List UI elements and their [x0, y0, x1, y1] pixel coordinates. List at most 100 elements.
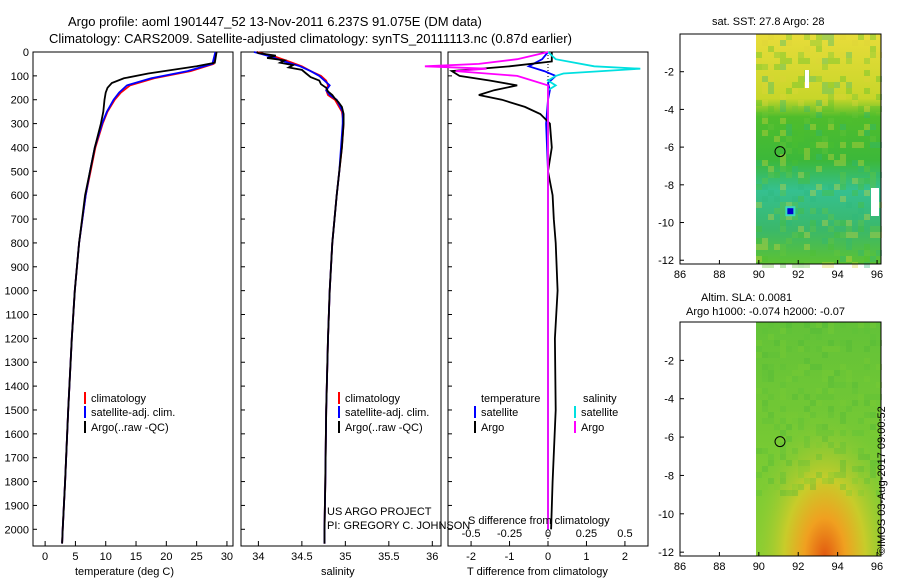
texture-cell [798, 424, 804, 430]
s-tick-label: -0.5 [462, 528, 481, 540]
texture-cell [774, 64, 780, 70]
texture-cell [822, 262, 828, 268]
series-line-climatology [61, 51, 217, 544]
texture-cell [822, 322, 828, 328]
series-line-salinity-argo [424, 51, 549, 530]
texture-cell [822, 34, 828, 40]
texture-cell [864, 400, 870, 406]
texture-cell [774, 460, 780, 466]
texture-cell [762, 352, 768, 358]
texture-cell [804, 346, 810, 352]
texture-cell [804, 394, 810, 400]
texture-cell [864, 412, 870, 418]
y-tick-label: 1000 [5, 286, 29, 298]
texture-cell [780, 118, 786, 124]
texture-cell [762, 178, 768, 184]
texture-cell [846, 220, 852, 226]
texture-cell [810, 112, 816, 118]
lon-tick-label: 86 [674, 269, 686, 281]
texture-cell [780, 472, 786, 478]
texture-cell [876, 142, 882, 148]
lat-tick-label: -4 [664, 104, 674, 116]
texture-cell [840, 424, 846, 430]
texture-cell [852, 94, 858, 100]
texture-cell [828, 412, 834, 418]
texture-cell [786, 460, 792, 466]
texture-cell [864, 190, 870, 196]
texture-cell [816, 394, 822, 400]
texture-cell [780, 154, 786, 160]
texture-cell [804, 148, 810, 154]
texture-cell [864, 76, 870, 82]
texture-cell [846, 82, 852, 88]
texture-cell [870, 460, 876, 466]
texture-cell [798, 418, 804, 424]
texture-cell [816, 220, 822, 226]
texture-cell [780, 418, 786, 424]
lon-tick-label: 92 [792, 269, 804, 281]
sla-longitude-ticks: 86 88 90 92 94 96 [674, 552, 883, 573]
texture-cell [870, 106, 876, 112]
texture-cell [858, 178, 864, 184]
legend-s-satellite-label: satellite [581, 407, 618, 419]
texture-cell [828, 88, 834, 94]
sst-latitude-ticks: -2 -4 -6 -8 -10 -12 [658, 67, 684, 267]
texture-cell [858, 184, 864, 190]
x-tick-label: 15 [130, 551, 142, 563]
texture-cell [786, 220, 792, 226]
lon-tick-label: 86 [674, 561, 686, 573]
texture-cell [864, 112, 870, 118]
texture-cell [828, 322, 834, 328]
texture-cell [762, 370, 768, 376]
x-tick-label: 2 [622, 551, 628, 563]
texture-cell [798, 226, 804, 232]
texture-cell [762, 130, 768, 136]
texture-cell [876, 250, 882, 256]
texture-cell [834, 94, 840, 100]
sst-map-panel: sat. SST: 27.8 Argo: 28 86 88 90 92 94 96 -2-… [658, 16, 883, 281]
texture-cell [822, 346, 828, 352]
texture-cell [780, 454, 786, 460]
texture-cell [816, 100, 822, 106]
texture-cell [804, 106, 810, 112]
texture-cell [798, 232, 804, 238]
texture-cell [762, 472, 768, 478]
texture-cell [762, 160, 768, 166]
texture-cell [846, 118, 852, 124]
texture-cell [804, 190, 810, 196]
salinity-axes-frame [240, 51, 442, 547]
t-difference-x-ticks: -2 -1 0 1 2 [448, 51, 628, 563]
credits-line2: PI: GREGORY C. JOHNSON [327, 520, 470, 532]
texture-cell [792, 214, 798, 220]
texture-cell [804, 244, 810, 250]
texture-cell [858, 454, 864, 460]
difference-series [424, 51, 641, 530]
y-tick-label: 1900 [5, 500, 29, 512]
texture-cell [840, 430, 846, 436]
texture-cell [756, 346, 762, 352]
texture-cell [840, 232, 846, 238]
texture-cell [876, 490, 882, 496]
texture-cell [876, 52, 882, 58]
texture-cell [840, 460, 846, 466]
texture-cell [858, 394, 864, 400]
lat-tick-label: -2 [664, 355, 674, 367]
texture-cell [822, 352, 828, 358]
texture-cell [792, 232, 798, 238]
texture-cell [810, 130, 816, 136]
texture-cell [768, 322, 774, 328]
texture-cell [858, 34, 864, 40]
texture-cell [810, 76, 816, 82]
texture-cell [816, 106, 822, 112]
texture-cell [816, 424, 822, 430]
texture-cell [840, 160, 846, 166]
texture-cell [870, 256, 876, 262]
series-line-climatology [256, 51, 345, 544]
texture-cell [780, 94, 786, 100]
texture-cell [816, 364, 822, 370]
temperature-panel: 0 5 10 15 20 25 30 0 100 200 300 400 500 600 700 800 90… [5, 47, 234, 578]
texture-cell [846, 58, 852, 64]
texture-cell [756, 52, 762, 58]
texture-cell [786, 166, 792, 172]
texture-cell [864, 130, 870, 136]
